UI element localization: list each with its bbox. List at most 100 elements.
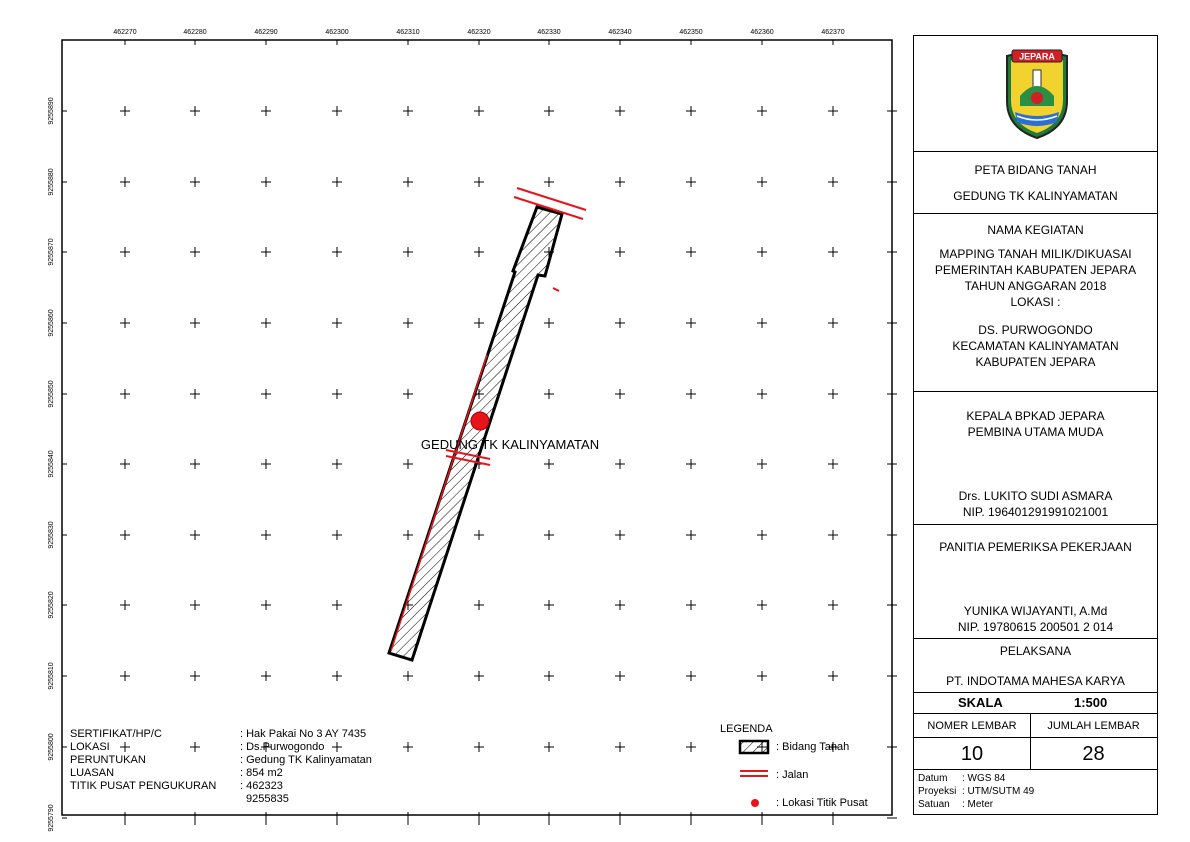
land-parcel[interactable]	[387, 205, 564, 662]
feature-label: GEDUNG TK KALINYAMATAN	[421, 437, 599, 452]
grid-cross	[403, 177, 413, 187]
datum-label: Datum	[918, 773, 948, 784]
y-coordinate-label: 9255870	[48, 238, 55, 265]
grid-cross	[686, 459, 696, 469]
road-line	[445, 449, 491, 460]
grid-cross	[544, 318, 554, 328]
logo-text: JEPARA	[1019, 52, 1055, 62]
grid-cross	[615, 318, 625, 328]
projection-label: Proyeksi	[918, 786, 957, 797]
grid-cross	[261, 106, 271, 116]
activity-line: MAPPING TANAH MILIK/DIKUASAI	[939, 247, 1132, 261]
grid-cross	[686, 389, 696, 399]
grid-cross	[828, 742, 838, 752]
grid-cross	[474, 106, 484, 116]
grid-cross	[261, 530, 271, 540]
grid-cross	[828, 389, 838, 399]
unit-value: : Meter	[962, 799, 994, 810]
center-point-marker[interactable]	[470, 411, 490, 431]
logo-section: JEPARA	[914, 36, 1157, 152]
grid-cross	[190, 530, 200, 540]
grid-cross	[190, 318, 200, 328]
grid-cross	[474, 530, 484, 540]
coordinate-ticks	[62, 40, 897, 825]
grid-cross	[190, 459, 200, 469]
location-line: KABUPATEN JEPARA	[975, 355, 1096, 369]
grid-cross	[686, 318, 696, 328]
grid-cross	[615, 389, 625, 399]
grid-cross	[261, 459, 271, 469]
grid-crosses	[120, 106, 838, 752]
sheet-total-value: 28	[1082, 743, 1105, 765]
info-value: : 462323	[240, 780, 283, 792]
info-label: LUASAN	[70, 767, 115, 779]
grid-cross	[474, 247, 484, 257]
x-coordinate-label: 462330	[537, 29, 560, 36]
projection-info: Datum: WGS 84 Proyeksi: UTM/SUTM 49 Satu…	[918, 772, 1034, 811]
grid-cross	[120, 459, 130, 469]
grid-cross	[544, 459, 554, 469]
grid-cross	[544, 600, 554, 610]
sheet-value-row: 10 28	[914, 738, 1157, 770]
grid-cross	[403, 671, 413, 681]
grid-cross	[120, 177, 130, 187]
grid-cross	[828, 318, 838, 328]
grid-cross	[403, 318, 413, 328]
grid-cross	[190, 247, 200, 257]
grid-cross	[757, 459, 767, 469]
datum-value: : WGS 84	[962, 773, 1006, 784]
x-coordinate-label: 462280	[183, 29, 206, 36]
grid-cross	[120, 671, 130, 681]
grid-cross	[828, 459, 838, 469]
sheet-total-label: JUMLAH LEMBAR	[1047, 720, 1140, 732]
grid-cross	[332, 177, 342, 187]
jepara-logo: JEPARA	[1006, 49, 1068, 140]
grid-cross	[403, 106, 413, 116]
grid-cross	[261, 177, 271, 187]
head-title: KEPALA BPKAD JEPARA	[966, 409, 1105, 423]
red-dot-icon	[751, 799, 759, 807]
grid-cross	[332, 459, 342, 469]
committee-title: PANITIA PEMERIKSA PEKERJAAN	[939, 540, 1132, 554]
grid-cross	[828, 671, 838, 681]
grid-cross	[615, 671, 625, 681]
grid-cross	[403, 459, 413, 469]
executor-section: PELAKSANA PT. INDOTAMA MAHESA KARYA	[914, 639, 1157, 693]
grid-cross	[615, 177, 625, 187]
grid-cross	[757, 671, 767, 681]
grid-cross	[474, 742, 484, 752]
y-coordinate-label: 9255820	[48, 591, 55, 618]
sheet-no-value: 10	[914, 738, 1031, 770]
grid-cross	[828, 600, 838, 610]
grid-cross	[190, 742, 200, 752]
grid-cross	[261, 389, 271, 399]
grid-cross	[403, 389, 413, 399]
executor-name: PT. INDOTAMA MAHESA KARYA	[946, 674, 1125, 688]
grid-cross	[261, 600, 271, 610]
y-coordinate-label: 9255880	[48, 168, 55, 195]
grid-cross	[757, 177, 767, 187]
grid-cross	[615, 459, 625, 469]
title-section: PETA BIDANG TANAH GEDUNG TK KALINYAMATAN	[914, 152, 1157, 214]
committee-name: YUNIKA WIJAYANTI, A.Md	[963, 604, 1108, 618]
grid-cross	[332, 318, 342, 328]
road-line	[516, 187, 587, 211]
grid-cross	[403, 742, 413, 752]
location-header: LOKASI :	[1010, 295, 1061, 309]
info-label: PERUNTUKAN	[70, 754, 146, 766]
grid-cross	[332, 671, 342, 681]
grid-cross	[615, 742, 625, 752]
committee-section: PANITIA PEMERIKSA PEKERJAAN YUNIKA WIJAY…	[914, 525, 1157, 639]
grid-cross	[120, 106, 130, 116]
grid-cross	[686, 742, 696, 752]
grid-cross	[474, 318, 484, 328]
info-label: SERTIFIKAT/HP/C	[70, 728, 162, 740]
grid-cross	[190, 177, 200, 187]
activity-line: TAHUN ANGGARAN 2018	[964, 279, 1107, 293]
road-line	[513, 196, 584, 220]
head-rank: PEMBINA UTAMA MUDA	[967, 425, 1104, 439]
grid-cross	[828, 247, 838, 257]
grid-cross	[190, 389, 200, 399]
executor-title: PELAKSANA	[999, 644, 1072, 658]
road-line	[552, 287, 560, 292]
